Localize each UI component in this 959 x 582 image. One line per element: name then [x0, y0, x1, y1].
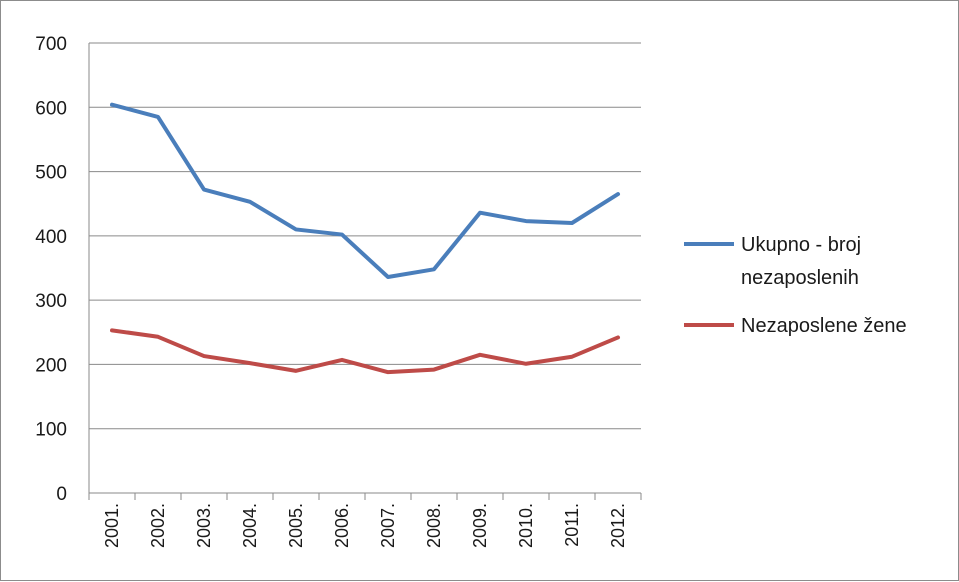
x-tick-label: 2006.	[332, 503, 352, 548]
x-tick-label: 2001.	[102, 503, 122, 548]
y-tick-label: 300	[35, 291, 67, 312]
series-line-1	[112, 105, 618, 277]
axes: 0 100 200 300 400 500 600 700 2001. 2002. 2003. 200…	[35, 34, 641, 548]
legend-label: Nezaposlene žene	[741, 315, 907, 337]
y-tick-label: 0	[56, 484, 67, 505]
y-tick-label: 400	[35, 227, 67, 248]
y-tick-label: 200	[35, 355, 67, 376]
legend-label: Ukupno - broj	[741, 234, 861, 256]
series-lines	[112, 105, 618, 373]
x-tick-label: 2002.	[148, 503, 168, 548]
legend-label: nezaposlenih	[741, 267, 859, 289]
x-tick-label: 2010.	[516, 503, 536, 548]
x-tick-label: 2003.	[194, 503, 214, 548]
x-tick-label: 2007.	[378, 503, 398, 548]
x-tick-label: 2011.	[562, 503, 582, 547]
y-tick-label: 100	[35, 420, 67, 441]
y-tick-label: 600	[35, 98, 67, 119]
gridlines	[89, 43, 641, 429]
x-tick-label: 2008.	[424, 503, 444, 548]
x-tick-label: 2005.	[286, 503, 306, 548]
series-line-2	[112, 330, 618, 372]
x-tick-label: 2004.	[240, 503, 260, 548]
y-tick-label: 700	[35, 34, 67, 55]
y-tick-label: 500	[35, 163, 67, 184]
x-tick-label: 2009.	[470, 503, 490, 548]
x-tick-label: 2012.	[608, 503, 628, 548]
legend: Ukupno - broj nezaposlenih Nezaposlene žen…	[684, 234, 907, 337]
